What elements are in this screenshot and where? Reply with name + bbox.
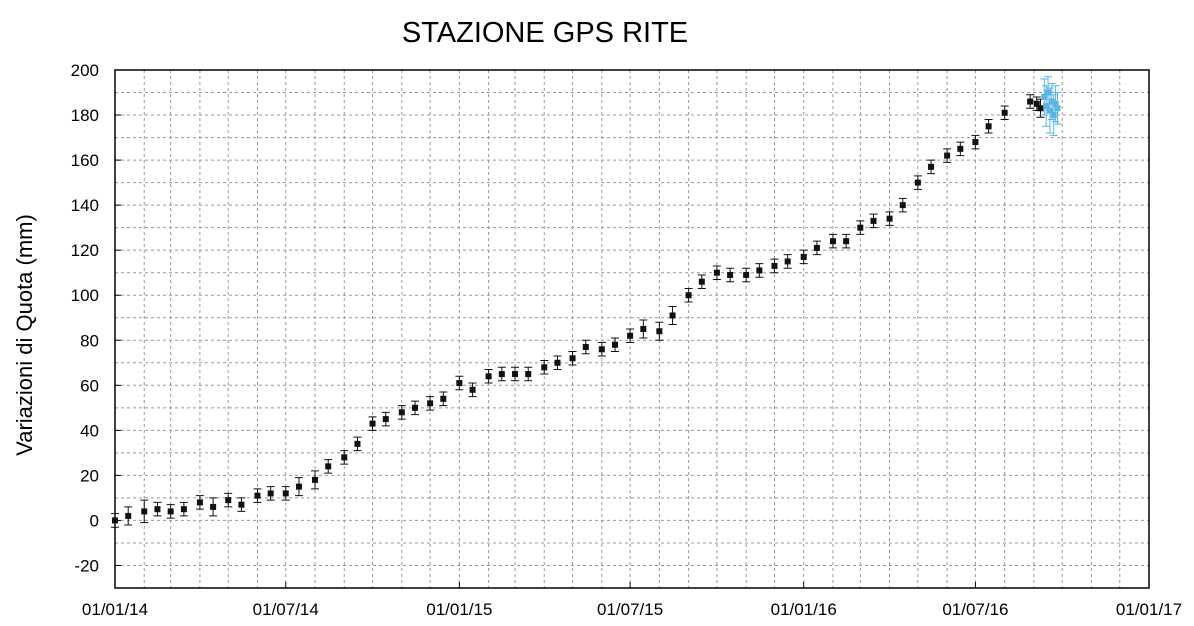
- data-point: [267, 490, 274, 497]
- y-tick-label: 160: [71, 151, 99, 170]
- data-point: [914, 179, 921, 186]
- data-point: [398, 409, 405, 416]
- data-point: [1048, 98, 1055, 105]
- data-point: [612, 341, 619, 348]
- plot-frame: [114, 69, 1150, 589]
- data-point: [1041, 94, 1048, 101]
- data-point: [154, 506, 161, 513]
- data-point: [886, 215, 893, 222]
- data-point: [125, 512, 132, 519]
- data-point: [1037, 105, 1044, 112]
- data-point: [598, 346, 605, 353]
- data-point: [554, 359, 561, 366]
- y-tick-label: 80: [80, 331, 99, 350]
- x-tick-label: 01/07/16: [942, 600, 1008, 619]
- data-point: [685, 292, 692, 299]
- data-point: [669, 312, 676, 319]
- data-point: [1046, 107, 1053, 114]
- data-point: [254, 492, 261, 499]
- data-point: [870, 217, 877, 224]
- data-point: [1027, 98, 1034, 105]
- data-point: [341, 454, 348, 461]
- data-point: [1043, 103, 1050, 110]
- data-point: [210, 503, 217, 510]
- data-point: [325, 463, 332, 470]
- data-point: [225, 497, 232, 504]
- y-tick-label: 40: [80, 421, 99, 440]
- data-point: [382, 416, 389, 423]
- y-tick-label: 200: [71, 61, 99, 80]
- data-point: [456, 380, 463, 387]
- x-tick-label: 01/01/14: [82, 600, 148, 619]
- data-point: [698, 278, 705, 285]
- data-point: [312, 476, 319, 483]
- data-point: [525, 371, 532, 378]
- data-point: [427, 400, 434, 407]
- y-axis-label: Variazioni di Quota (mm): [12, 214, 37, 456]
- y-tick-label: 100: [71, 286, 99, 305]
- data-point: [238, 501, 245, 508]
- x-tick-label: 01/01/17: [1116, 600, 1182, 619]
- data-point: [440, 395, 447, 402]
- data-point: [800, 253, 807, 260]
- data-point: [1052, 100, 1059, 107]
- data-point: [972, 139, 979, 146]
- data-point: [295, 483, 302, 490]
- data-point: [843, 238, 850, 245]
- data-point: [1054, 105, 1061, 112]
- y-tick-label: -20: [74, 556, 99, 575]
- data-point: [813, 244, 820, 251]
- y-tick-label: 180: [71, 106, 99, 125]
- x-tick-label: 01/01/15: [426, 600, 492, 619]
- data-point: [771, 262, 778, 269]
- x-tick-label: 01/07/15: [597, 600, 663, 619]
- data-point: [1001, 109, 1008, 116]
- data-point: [582, 344, 589, 351]
- data-point: [167, 508, 174, 515]
- y-tick-label: 120: [71, 241, 99, 260]
- y-tick-label: 20: [80, 466, 99, 485]
- data-point: [784, 258, 791, 265]
- data-point: [713, 269, 720, 276]
- data-point: [985, 123, 992, 130]
- data-point: [282, 490, 289, 497]
- data-point: [498, 371, 505, 378]
- data-point: [727, 271, 734, 278]
- data-point: [569, 355, 576, 362]
- data-point: [957, 145, 964, 152]
- data-point: [485, 373, 492, 380]
- data-point: [899, 202, 906, 209]
- data-point: [743, 271, 750, 278]
- data-point: [141, 508, 148, 515]
- chart-title: STAZIONE GPS RITE: [402, 17, 688, 49]
- y-tick-label: 0: [90, 511, 99, 530]
- data-point: [469, 386, 476, 393]
- data-point: [829, 238, 836, 245]
- y-tick-label: 140: [71, 196, 99, 215]
- y-tick-label: 60: [80, 376, 99, 395]
- x-tick-label: 01/07/14: [253, 600, 319, 619]
- data-point: [640, 326, 647, 332]
- data-point: [1050, 112, 1057, 119]
- data-point: [857, 224, 864, 231]
- x-tick-label: 01/01/16: [771, 600, 837, 619]
- data-point: [944, 152, 951, 159]
- data-point: [756, 267, 763, 274]
- data-point: [369, 420, 376, 427]
- data-point: [512, 371, 519, 378]
- data-point: [1033, 100, 1040, 107]
- data-point: [627, 332, 634, 339]
- data-point: [180, 506, 187, 513]
- data-point: [412, 404, 419, 411]
- data-point: [1045, 89, 1052, 96]
- data-point: [196, 499, 203, 506]
- data-point: [112, 517, 118, 524]
- data-point: [656, 328, 663, 335]
- data-point: [541, 364, 548, 371]
- data-point: [928, 163, 935, 170]
- data-point: [354, 440, 361, 447]
